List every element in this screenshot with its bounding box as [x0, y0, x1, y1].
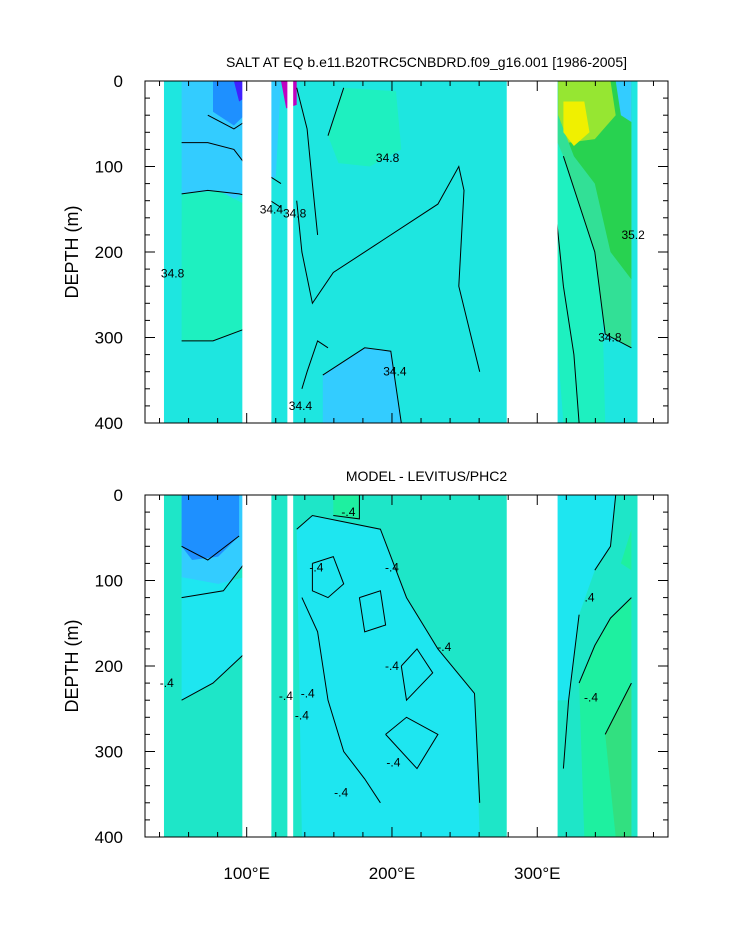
x-tick-label: 300°E — [514, 864, 561, 883]
contour-line — [301, 597, 381, 804]
x-tick-label: 100°E — [223, 864, 270, 883]
y-axis-label: DEPTH (m) — [62, 206, 82, 299]
contour-label: -.4 — [295, 709, 309, 723]
contour-line — [400, 648, 434, 702]
negative-central-region — [296, 515, 480, 837]
contour-label: 34.4 — [260, 202, 284, 216]
contour-label: -.4 — [334, 786, 348, 800]
x-tick-label: 200°E — [369, 864, 416, 883]
contour-line — [358, 590, 387, 633]
panel-title: SALT AT EQ b.e11.B20TRC5CNBDRD.f09_g16.0… — [226, 54, 627, 70]
contour-line — [327, 87, 345, 136]
contour-label: 35.2 — [621, 228, 645, 242]
contour-line — [552, 183, 580, 423]
contour-label: -.4 — [301, 686, 315, 700]
contour-label: -.4 — [437, 640, 451, 654]
negative-west-band-1 — [181, 577, 250, 701]
contour-label: 34.8 — [161, 266, 185, 280]
contour-label: .4 — [585, 591, 595, 605]
contour-line — [181, 563, 245, 599]
contour-label: -.4 — [341, 505, 355, 519]
contour-label: -.4 — [386, 756, 400, 770]
y-axis-label: DEPTH (m) — [62, 620, 82, 713]
contour-line — [181, 648, 250, 701]
y-tick-label: 300 — [95, 329, 123, 348]
plot-body: 34.834.4 34.834.834.434.435.234.8 — [145, 81, 668, 423]
contour-label: -.4 — [279, 689, 293, 703]
contour-line — [322, 347, 402, 423]
saltiest-core-east — [563, 101, 590, 146]
fresh-deep-central — [322, 347, 402, 423]
contour-line — [181, 326, 250, 342]
land-mask — [242, 495, 272, 837]
contour-line — [578, 597, 632, 684]
contour-line — [181, 535, 240, 561]
positive-east-corner — [620, 529, 632, 571]
contour-line — [562, 156, 632, 349]
freshest-core-west — [233, 81, 245, 102]
contour-line — [296, 514, 481, 803]
salty-tongue-central — [328, 87, 402, 167]
contour-line — [301, 340, 329, 389]
contour-line — [181, 189, 282, 208]
y-tick-label: 100 — [95, 158, 123, 177]
contour-label: 34.8 — [376, 151, 400, 165]
contour-label: -.4 — [309, 561, 323, 575]
panel-salinity: 34.834.4 34.834.834.434.435.234.801002003… — [62, 54, 669, 433]
positive-central-surface — [333, 495, 360, 519]
contour-line — [333, 495, 360, 520]
plot-body: -.4-.4 -.4-.4-.4-.4-.4 -.4-.4-.4-.4.4-.4 — [145, 495, 668, 837]
land-mask — [506, 81, 558, 423]
y-tick-label: 200 — [95, 657, 123, 676]
contour-label: 34.4 — [383, 365, 407, 379]
y-tick-label: 300 — [95, 743, 123, 762]
contour-line — [562, 614, 580, 769]
contour-line — [296, 165, 481, 372]
contour-label: -.4 — [160, 676, 174, 690]
contour-label: -.4 — [385, 561, 399, 575]
contour-label: 34.8 — [598, 331, 622, 345]
contour-label: 34.4 — [289, 399, 313, 413]
contour-line — [296, 87, 319, 235]
land-mask — [287, 81, 294, 423]
contour-line — [311, 555, 345, 599]
contour-label: -.4 — [385, 659, 399, 673]
y-tick-label: 0 — [114, 486, 123, 505]
land-mask — [506, 495, 558, 837]
contour-line — [385, 716, 439, 770]
y-tick-label: 100 — [95, 572, 123, 591]
fresh-core-west — [213, 81, 245, 126]
salty-west-region — [181, 190, 250, 341]
fresh-corner-east — [615, 81, 632, 122]
y-tick-label: 200 — [95, 243, 123, 262]
contour-line — [594, 495, 617, 571]
y-tick-label: 0 — [114, 72, 123, 91]
land-mask — [242, 81, 272, 423]
contour-label: 34.8 — [283, 207, 307, 221]
y-tick-label: 400 — [95, 414, 123, 433]
contour-label: -.4 — [584, 691, 598, 705]
contour-line — [604, 682, 632, 735]
contour-line — [207, 114, 245, 130]
y-tick-label: 400 — [95, 828, 123, 847]
contour-line — [181, 142, 282, 185]
land-mask — [287, 495, 294, 837]
negative-west-band-3 — [181, 495, 240, 560]
negative-east-region — [552, 495, 616, 701]
positive-east-core — [605, 683, 632, 837]
panel-title: MODEL - LEVITUS/PHC2 — [346, 468, 508, 484]
panel-difference: -.4-.4 -.4-.4-.4-.4-.4 -.4-.4-.4-.4.4-.401… — [62, 468, 669, 883]
